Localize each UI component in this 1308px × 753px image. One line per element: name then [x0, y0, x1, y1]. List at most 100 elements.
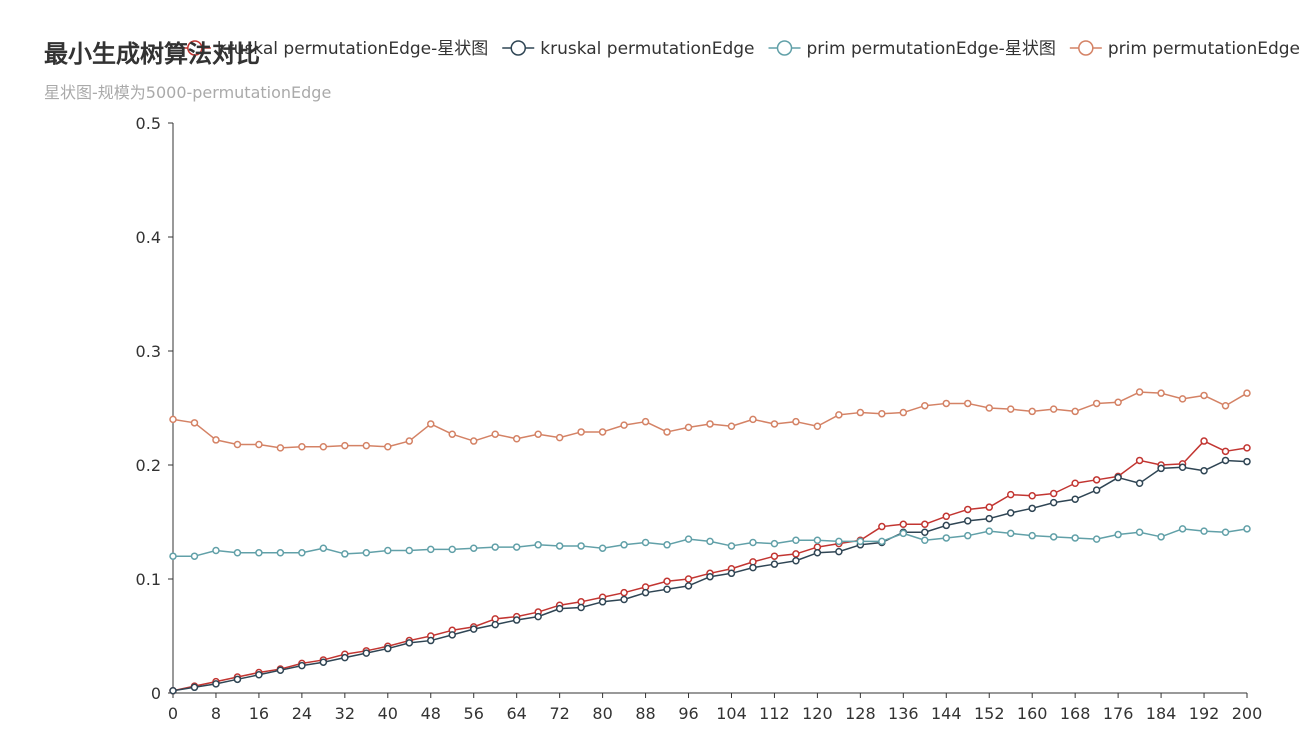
x-tick-label: 48	[421, 704, 441, 723]
y-tick-label: 0.4	[136, 228, 161, 247]
data-point	[964, 399, 972, 408]
data-point	[169, 415, 177, 424]
data-point	[964, 517, 972, 525]
data-point	[942, 521, 951, 530]
y-tick-label: 0	[151, 684, 161, 703]
data-point	[469, 437, 478, 445]
x-tick-label: 136	[888, 704, 919, 723]
data-point	[1049, 498, 1058, 507]
x-tick-label: 128	[845, 704, 876, 723]
data-point	[684, 582, 693, 590]
data-point	[749, 538, 757, 547]
data-point	[512, 616, 521, 624]
data-point	[641, 417, 650, 426]
legend-swatch-marker	[187, 40, 203, 56]
data-point	[1114, 530, 1122, 539]
data-point	[706, 537, 714, 546]
data-point	[1178, 525, 1187, 533]
y-tick-label: 0.1	[136, 570, 161, 589]
data-point	[684, 423, 693, 432]
data-point	[534, 541, 542, 549]
data-point	[1200, 437, 1208, 445]
data-point	[341, 653, 349, 662]
data-point	[835, 411, 843, 419]
x-tick-label: 24	[292, 704, 312, 723]
data-point	[921, 401, 929, 410]
data-point	[233, 675, 242, 684]
data-point	[298, 549, 306, 557]
x-tick-label: 176	[1103, 704, 1134, 723]
data-point	[921, 520, 929, 529]
data-point	[1157, 533, 1165, 541]
data-point	[384, 546, 392, 555]
data-point	[1135, 528, 1144, 537]
legend-swatch-marker	[510, 40, 526, 56]
data-point	[1006, 529, 1015, 538]
y-tick-label: 0.3	[136, 342, 161, 361]
legend-label: kruskal permutationEdge-星状图	[217, 39, 488, 59]
data-point	[1221, 456, 1230, 465]
x-tick-label: 8	[211, 704, 221, 723]
data-point	[1071, 479, 1079, 487]
data-point	[598, 544, 607, 552]
data-point	[362, 649, 371, 657]
data-point	[985, 514, 993, 523]
data-point	[1114, 398, 1122, 407]
x-tick-label: 184	[1146, 704, 1177, 723]
data-point	[448, 631, 456, 639]
x-tick-label: 88	[635, 704, 655, 723]
data-point	[212, 546, 220, 555]
data-point	[1028, 504, 1036, 513]
data-point	[792, 536, 800, 544]
data-point	[276, 666, 285, 674]
data-point	[663, 577, 671, 586]
data-point	[641, 588, 650, 597]
data-point	[835, 547, 843, 556]
data-point	[964, 505, 972, 514]
x-tick-label: 168	[1060, 704, 1091, 723]
data-point	[341, 441, 349, 450]
data-point	[1178, 463, 1187, 472]
data-point	[663, 428, 671, 436]
data-point	[663, 585, 671, 594]
data-point	[792, 550, 800, 558]
data-point	[448, 430, 456, 438]
data-point	[813, 536, 822, 544]
data-point	[341, 550, 349, 558]
data-point	[190, 683, 199, 692]
data-point	[1092, 535, 1101, 543]
x-tick-label: 0	[168, 704, 178, 723]
data-point	[1221, 401, 1230, 410]
data-point	[1135, 456, 1144, 465]
data-point	[1157, 389, 1165, 397]
data-point	[942, 534, 951, 542]
data-point	[405, 639, 414, 647]
data-point	[663, 541, 671, 549]
data-point	[1243, 389, 1251, 397]
series-line	[172, 440, 1248, 692]
data-point	[1006, 490, 1015, 499]
data-point	[727, 422, 736, 430]
data-point	[878, 522, 886, 531]
data-point	[233, 440, 242, 449]
x-tick-label: 104	[716, 704, 747, 723]
data-point	[620, 541, 628, 549]
chart-title: 最小生成树算法对比	[44, 40, 260, 68]
data-point	[255, 671, 263, 679]
data-point	[1243, 444, 1251, 452]
data-point	[1028, 531, 1036, 540]
data-point	[190, 419, 199, 427]
data-point	[684, 575, 693, 583]
data-point	[684, 535, 693, 543]
data-point	[384, 443, 392, 451]
data-point	[792, 557, 800, 565]
data-point	[899, 520, 908, 529]
data-point	[555, 604, 564, 613]
y-tick-label: 0.5	[136, 114, 161, 133]
data-point	[169, 686, 177, 695]
data-point	[512, 543, 521, 551]
data-point	[190, 552, 199, 560]
x-tick-label: 32	[335, 704, 355, 723]
data-point	[1243, 525, 1251, 533]
